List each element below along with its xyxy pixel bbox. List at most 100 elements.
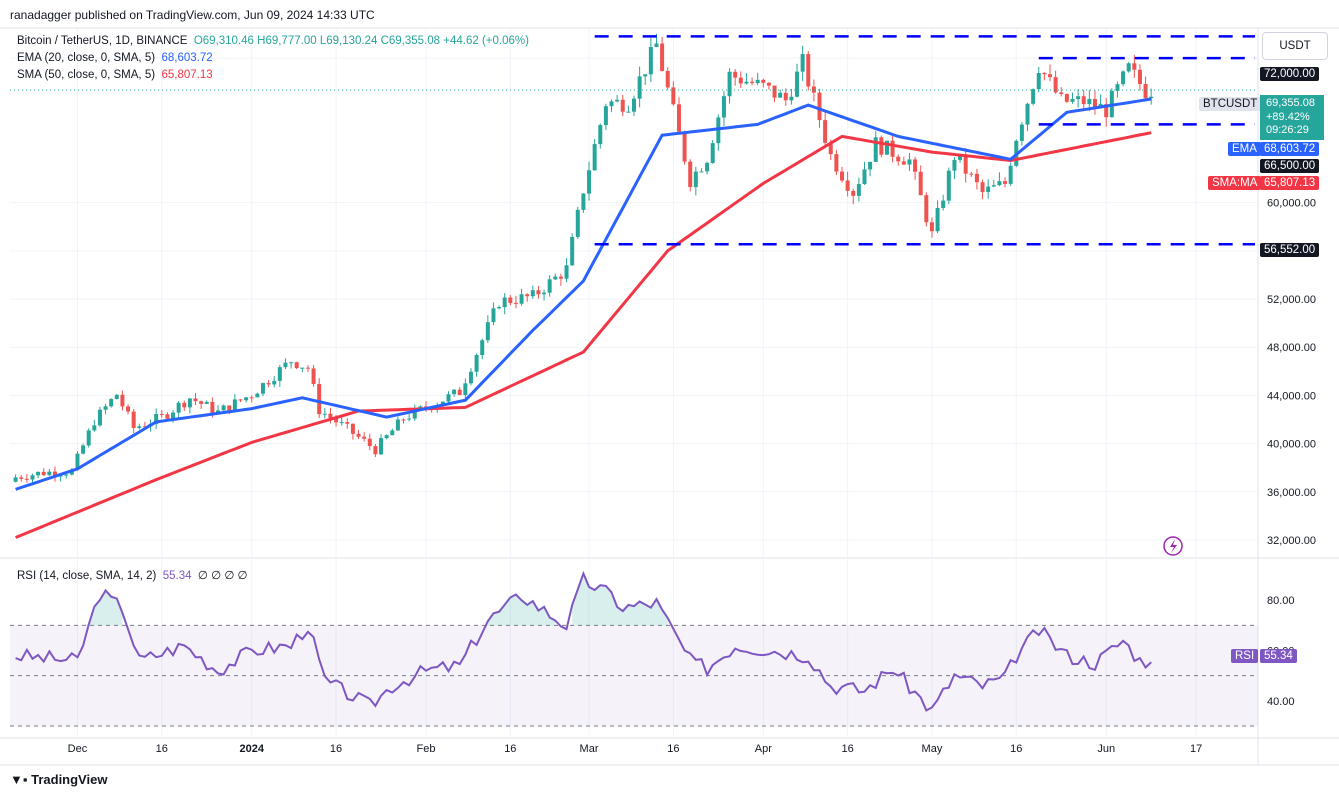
candle-body xyxy=(513,302,518,304)
price-tick-label: 60,000.00 xyxy=(1267,198,1316,210)
candle-body xyxy=(873,137,878,162)
currency-button[interactable]: USDT xyxy=(1262,32,1328,60)
candle-body xyxy=(1126,63,1131,72)
candle-body xyxy=(407,418,412,420)
candle-body xyxy=(997,181,1002,186)
candle-body xyxy=(47,471,52,476)
candle-body xyxy=(693,171,698,188)
candle-body xyxy=(1059,92,1064,95)
ema-label: EMA (20, close, 0, SMA, 5) xyxy=(17,52,156,64)
candle-body xyxy=(705,162,710,172)
candle-body xyxy=(1087,99,1092,105)
candle-body xyxy=(1019,124,1024,141)
candle-body xyxy=(907,159,912,165)
candle-body xyxy=(277,367,282,381)
candle-body xyxy=(1070,98,1075,102)
candle-body xyxy=(626,111,631,113)
candle-body xyxy=(317,383,322,415)
candle-body xyxy=(929,222,934,232)
candle-body xyxy=(142,426,147,428)
candle-body xyxy=(305,367,310,369)
time-tick-label: Mar xyxy=(580,743,599,755)
rsi-legend-value: 55.34 xyxy=(162,570,192,582)
candle-body xyxy=(418,406,423,409)
candle-body xyxy=(884,140,889,155)
ema-price-tag: 68,603.72 xyxy=(1260,142,1320,156)
time-tick-label: 16 xyxy=(156,743,168,755)
candle-body xyxy=(508,297,513,303)
candle-body xyxy=(862,169,867,185)
candle-body xyxy=(1003,181,1008,184)
candle-body xyxy=(1008,165,1013,184)
candle-body xyxy=(766,82,771,86)
candle-body xyxy=(924,195,929,223)
candle-body xyxy=(1053,77,1058,93)
candle-body xyxy=(457,389,462,396)
candle-body xyxy=(255,393,260,398)
open-value: O69,310.46 xyxy=(193,35,254,47)
price-tick-label: 40,000.00 xyxy=(1267,439,1316,451)
candle-body xyxy=(480,340,485,356)
time-tick-label: 16 xyxy=(667,743,679,755)
candle-body xyxy=(789,96,794,101)
candle-body xyxy=(710,143,715,163)
candle-body xyxy=(761,79,766,83)
rsi-legend: RSI (14, close, SMA, 14, 2) 55.34 ∅ ∅ ∅ … xyxy=(17,568,248,582)
candle-body xyxy=(519,294,524,304)
candle-body xyxy=(97,409,102,426)
candle-body xyxy=(322,413,327,415)
symbol-title: Bitcoin / TetherUS, 1D, BINANCE xyxy=(17,35,188,47)
change-value: +44.62 (+0.06%) xyxy=(443,35,529,47)
candle-body xyxy=(800,54,805,72)
candle-body xyxy=(699,171,704,173)
candle-body xyxy=(497,307,502,309)
candle-body xyxy=(721,96,726,118)
candle-body xyxy=(440,401,445,406)
candle-body xyxy=(868,161,873,170)
candle-body xyxy=(941,200,946,208)
level-66500-tag: 66,500.00 xyxy=(1260,159,1320,173)
candle-body xyxy=(648,46,653,75)
candle-body xyxy=(913,159,918,172)
candle-body xyxy=(210,401,215,414)
candle-body xyxy=(738,77,743,84)
rsi-overbought-fill xyxy=(88,590,123,626)
ema-legend: EMA (20, close, 0, SMA, 5) 68,603.72 xyxy=(17,52,213,64)
tv-logo-icon: ▼▪ xyxy=(10,772,28,787)
symbol-legend: Bitcoin / TetherUS, 1D, BINANCE O69,310.… xyxy=(17,35,529,47)
rsi-overbought-fill xyxy=(487,594,556,626)
candle-body xyxy=(901,161,906,165)
candle-body xyxy=(260,383,265,394)
candle-body xyxy=(643,74,648,77)
candle-body xyxy=(581,193,586,210)
candle-body xyxy=(1042,73,1047,75)
candle-body xyxy=(615,99,620,102)
candle-body xyxy=(525,294,530,297)
candle-body xyxy=(137,426,142,428)
candle-body xyxy=(452,389,457,395)
candle-body xyxy=(1149,96,1154,99)
candle-body xyxy=(772,85,777,98)
candle-body xyxy=(232,399,237,412)
candle-body xyxy=(154,414,159,424)
candle-body xyxy=(1115,84,1120,91)
candle-body xyxy=(187,398,192,408)
candle-body xyxy=(778,92,783,98)
candle-body xyxy=(750,81,755,84)
candle-body xyxy=(238,399,243,401)
rsi-name-tag: RSI xyxy=(1231,649,1259,663)
publisher-line: ranadagger published on TradingView.com,… xyxy=(10,8,375,22)
time-tick-label: 17 xyxy=(1190,743,1202,755)
tradingview-logo[interactable]: ▼▪ TradingView xyxy=(10,772,107,787)
candle-body xyxy=(637,76,642,99)
sma50-line xyxy=(15,131,1152,539)
candle-body xyxy=(1092,99,1097,108)
candle-body xyxy=(986,186,991,193)
candle-body xyxy=(356,433,361,437)
candle-body xyxy=(311,368,316,384)
candle-body xyxy=(463,383,468,396)
candle-body xyxy=(283,362,288,368)
candle-body xyxy=(783,92,788,101)
candle-body xyxy=(114,394,119,400)
